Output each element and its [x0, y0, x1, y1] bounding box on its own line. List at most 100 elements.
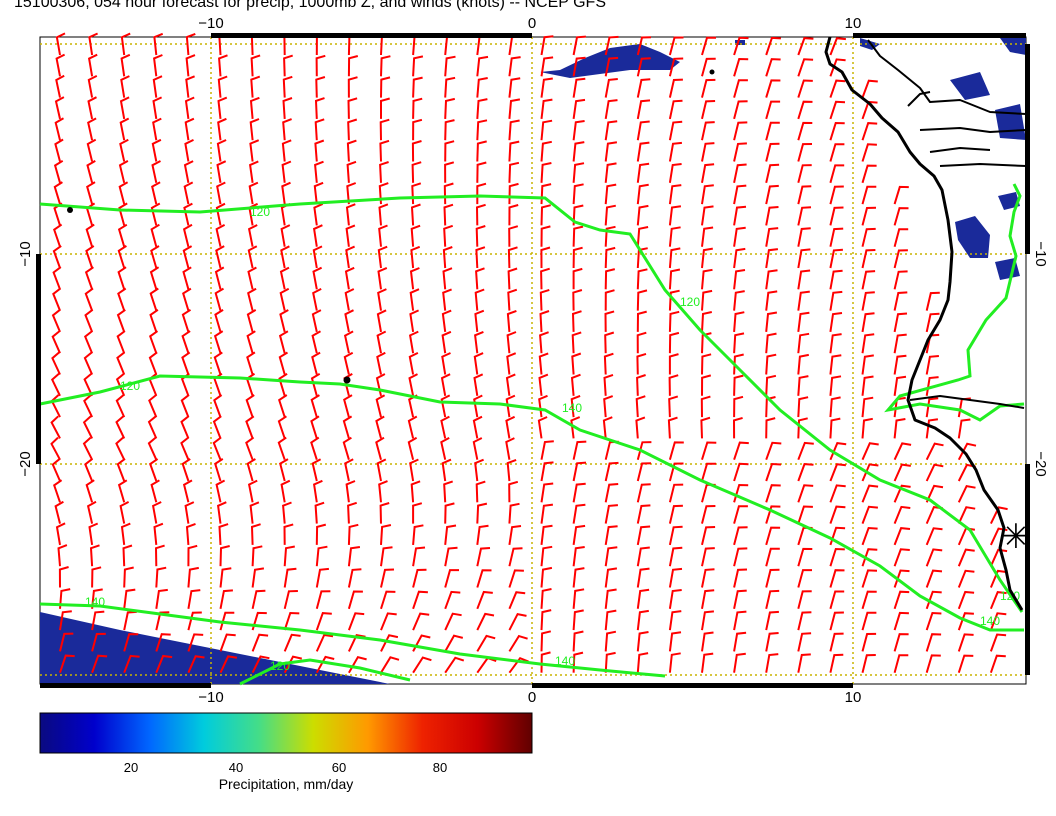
wind-barb — [89, 544, 100, 567]
wind-barb — [893, 611, 909, 631]
wind-barb — [765, 227, 779, 247]
wind-barb — [797, 143, 813, 162]
wind-barb — [59, 588, 71, 609]
wind-barb — [571, 352, 582, 375]
wind-barb — [116, 351, 126, 375]
wind-barb — [347, 523, 359, 545]
wind-barb — [117, 266, 127, 290]
wind-barb — [636, 162, 650, 183]
wind-barb — [572, 289, 583, 311]
wind-barb — [147, 436, 158, 461]
wind-barb — [505, 437, 515, 460]
wind-barb — [216, 160, 227, 183]
wind-barb — [572, 246, 583, 269]
wind-barb — [829, 463, 847, 482]
wind-barb — [476, 98, 488, 119]
wind-barb — [183, 160, 194, 183]
wind-barb — [472, 415, 483, 439]
wind-barb — [765, 589, 780, 610]
wind-barb — [636, 141, 650, 162]
wind-barb — [180, 436, 190, 461]
wind-barb — [829, 269, 843, 290]
wind-barb — [344, 458, 354, 482]
wind-barb — [701, 268, 713, 290]
wind-barb — [217, 117, 227, 141]
wind-barb — [441, 458, 452, 482]
border-line — [919, 127, 1027, 133]
wind-barb — [115, 415, 126, 439]
wind-barb — [893, 590, 910, 610]
wind-barb — [312, 266, 323, 290]
wind-barb — [376, 330, 387, 354]
wind-barb — [733, 568, 748, 588]
wind-barb — [315, 590, 331, 610]
wind-barb — [151, 501, 162, 524]
wind-barb — [442, 267, 453, 290]
wind-barb — [733, 610, 747, 631]
wind-barb — [85, 223, 95, 247]
wind-barb — [410, 203, 421, 226]
axis-bars — [36, 33, 1030, 688]
x-tick-top: −10 — [198, 15, 223, 32]
wind-barb — [412, 524, 424, 545]
wind-barb — [181, 308, 192, 333]
wind-barb — [247, 224, 258, 247]
wind-barb — [733, 441, 749, 461]
wind-barb — [957, 633, 974, 652]
wind-barb — [701, 652, 714, 673]
wind-barb — [572, 183, 584, 205]
wind-barb — [701, 184, 714, 205]
wind-barb — [668, 525, 683, 546]
contour-140 — [39, 374, 1024, 632]
wind-barb — [249, 118, 260, 141]
wind-barb — [829, 312, 843, 333]
wind-barb — [636, 504, 651, 524]
wind-barb — [412, 76, 423, 98]
x-tick-top: 10 — [845, 15, 862, 32]
wind-barb — [283, 54, 293, 77]
wind-barb — [539, 310, 550, 332]
wind-barb — [91, 610, 105, 631]
contour-label: 120 — [680, 295, 700, 309]
wind-barb — [119, 96, 130, 120]
wind-barb — [412, 590, 428, 610]
wind-barb — [893, 375, 907, 396]
wind-barb — [118, 181, 129, 205]
wind-barb — [152, 96, 163, 120]
wind-barb — [380, 590, 396, 610]
wind-barb — [508, 502, 520, 524]
wind-barb — [701, 332, 712, 354]
contour-label: 140 — [555, 654, 575, 668]
wind-barb — [379, 139, 390, 162]
wind-barb — [443, 480, 454, 503]
wind-barb — [315, 54, 326, 77]
wind-barb — [55, 74, 65, 98]
wind-barb — [572, 609, 584, 631]
wind-barb — [412, 97, 423, 119]
wind-barb — [476, 547, 491, 567]
coastline — [824, 36, 1027, 611]
precip-area — [998, 192, 1020, 210]
wind-barb — [668, 163, 682, 183]
wind-barb — [893, 418, 906, 439]
wind-barb — [668, 205, 682, 226]
wind-barb — [572, 225, 584, 247]
wind-barb — [345, 203, 356, 226]
wind-barb — [86, 500, 97, 524]
wind-barb — [412, 502, 423, 524]
wind-barb — [765, 462, 782, 482]
wind-barb — [571, 310, 582, 332]
wind-barb — [249, 501, 260, 524]
wind-barb — [797, 463, 814, 482]
wind-barb — [154, 544, 165, 567]
wind-barb — [278, 330, 289, 354]
wind-barb — [572, 98, 586, 120]
wind-barb — [245, 436, 255, 461]
colorbar-tick: 40 — [229, 760, 243, 775]
wind-barb — [733, 142, 747, 162]
wind-barb — [861, 569, 878, 588]
wind-barb — [861, 442, 879, 461]
x-tick-bottom: 10 — [845, 689, 862, 706]
wind-barb — [668, 395, 679, 418]
